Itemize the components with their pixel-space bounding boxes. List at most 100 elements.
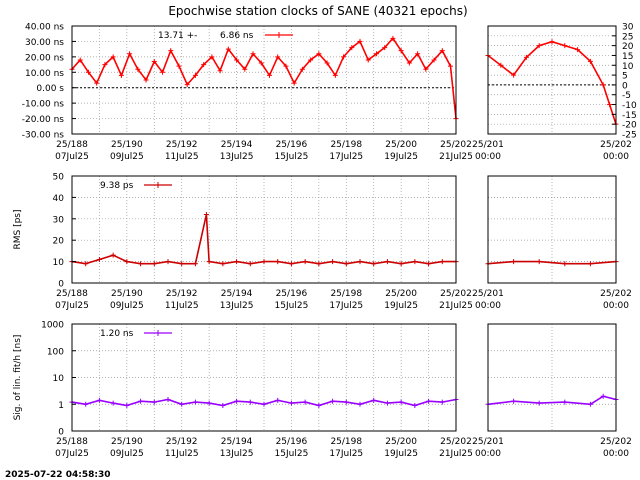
- data-point: [209, 54, 215, 60]
- x-tick-label-date: 15Jul25: [275, 152, 309, 162]
- x-tick-label-date: 17Jul25: [329, 152, 363, 162]
- data-point: [151, 399, 157, 405]
- panel-clock-main: 40.00 ns 30.00 ns 20.00 ns 10.00 ns 0.00 s -1…: [22, 23, 473, 163]
- x-tick-label-doy: 25/192: [166, 140, 198, 150]
- data-point: [373, 51, 379, 57]
- data-point: [217, 68, 223, 74]
- x-tick-label-date: 19Jul25: [384, 449, 418, 459]
- y-tick-label: 30: [53, 215, 65, 225]
- data-point: [439, 259, 445, 265]
- data-point: [330, 398, 336, 404]
- x-tick-label-date: 09Jul25: [110, 301, 144, 311]
- data-point: [288, 400, 294, 406]
- x-tick-label-doy: 25/198: [330, 140, 362, 150]
- data-point: [302, 259, 308, 265]
- x-tick-label-doy: 25/202: [600, 140, 632, 150]
- x-tick-label-date: 21Jul25: [439, 449, 473, 459]
- x-tick-label-date: 13Jul25: [220, 152, 254, 162]
- y-tick-label: 15: [622, 52, 633, 62]
- y-tick-label: 20: [53, 237, 65, 247]
- data-point: [587, 58, 593, 64]
- x-tick-label-date: 15Jul25: [275, 449, 309, 459]
- x-tick-label-doy: 25/196: [276, 437, 308, 447]
- data-point: [607, 102, 613, 108]
- data-point: [94, 80, 100, 86]
- data-point: [203, 212, 209, 218]
- data-point: [357, 259, 363, 265]
- data-point: [365, 57, 371, 63]
- data-point: [124, 402, 130, 408]
- x-tick-label-doy: 25/192: [166, 437, 198, 447]
- panel-rms-main: 50 40 30 20 10 025/188 07Jul25 25/190 09Jul25 25/…: [13, 173, 473, 312]
- x-tick-label-date: 17Jul25: [329, 301, 363, 311]
- data-point: [398, 48, 404, 54]
- data-point: [330, 259, 336, 265]
- x-tick-label-doy: 25/190: [111, 437, 143, 447]
- data-point: [124, 259, 130, 265]
- data-point: [332, 72, 338, 78]
- data-point: [431, 57, 437, 63]
- x-tick-label-doy: 25/201: [472, 437, 504, 447]
- y-tick-label: 0.00 s: [36, 84, 64, 94]
- x-tick-label-date: 13Jul25: [220, 449, 254, 459]
- panel-sig-main: 1000100101025/18807Jul2525/19009Jul2525/…: [13, 321, 473, 460]
- data-point: [549, 39, 555, 45]
- data-point: [587, 261, 593, 267]
- data-point: [127, 51, 133, 57]
- y-tick-label: 1000: [41, 321, 64, 331]
- data-point: [179, 401, 185, 407]
- data-point: [247, 399, 253, 405]
- data-point: [110, 54, 116, 60]
- data-point: [168, 48, 174, 54]
- data-point: [250, 51, 256, 57]
- data-point: [562, 43, 568, 49]
- data-point: [258, 60, 264, 66]
- x-tick-label-doy: 25/201: [472, 289, 504, 299]
- series-line-clock-zoom: [487, 40, 617, 125]
- data-point: [283, 63, 289, 69]
- x-tick-label-date: 11Jul25: [165, 449, 199, 459]
- data-point: [234, 57, 240, 63]
- data-point: [406, 60, 412, 66]
- y-tick-label: -20.00 ns: [22, 115, 65, 125]
- x-tick-label-date: 00:00: [603, 152, 629, 162]
- data-point: [316, 51, 322, 57]
- data-point: [160, 69, 166, 75]
- data-point: [261, 401, 267, 407]
- y-tick-label: -5: [622, 91, 631, 101]
- x-tick-label-doy: 25/188: [56, 140, 88, 150]
- data-point: [308, 57, 314, 63]
- data-point: [151, 261, 157, 267]
- data-point: [288, 261, 294, 267]
- data-point: [242, 66, 248, 72]
- y-tick-label: 0: [58, 428, 64, 438]
- data-point: [151, 58, 157, 64]
- data-point: [439, 399, 445, 405]
- x-tick-label-date: 21Jul25: [439, 152, 473, 162]
- data-point: [266, 72, 272, 78]
- data-point: [83, 401, 89, 407]
- data-point: [275, 259, 281, 265]
- x-tick-label-doy: 25/196: [276, 289, 308, 299]
- x-tick-label-doy: 25/194: [221, 437, 253, 447]
- x-tick-label-doy: 25/202: [600, 289, 632, 299]
- x-tick-label-doy: 25/190: [111, 289, 143, 299]
- y-tick-label: 50: [53, 173, 65, 183]
- x-tick-label-date: 11Jul25: [165, 152, 199, 162]
- data-point: [562, 261, 568, 267]
- data-point: [184, 82, 190, 88]
- data-point: [102, 62, 108, 68]
- data-point: [426, 398, 432, 404]
- data-point: [412, 402, 418, 408]
- data-point: [176, 63, 182, 69]
- data-point: [247, 261, 253, 267]
- data-point: [498, 62, 504, 68]
- data-point: [275, 397, 281, 403]
- panel-sig-zoom: 25/201 00:00 25/202 00:00: [472, 323, 632, 459]
- y-tick-label: 10.00 ns: [25, 69, 64, 79]
- y-tick-label: -25: [622, 131, 637, 141]
- data-point: [192, 399, 198, 405]
- x-tick-label-doy: 25/202: [440, 289, 472, 299]
- plot-frame: [71, 25, 457, 135]
